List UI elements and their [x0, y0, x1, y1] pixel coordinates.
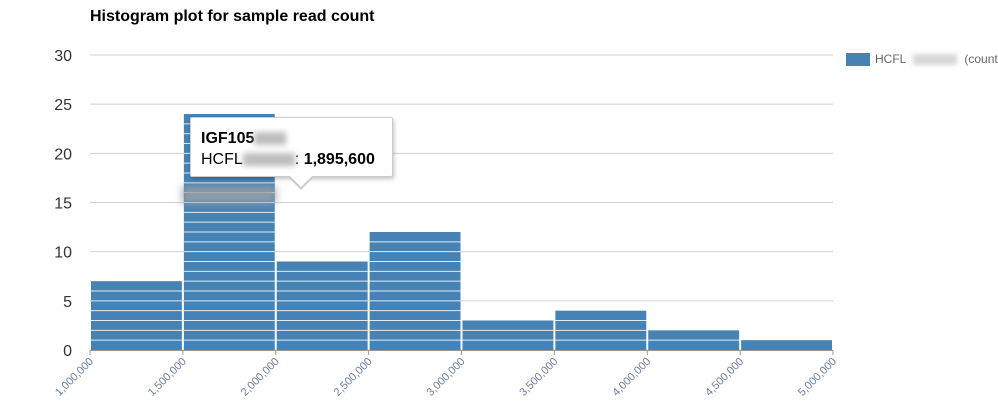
legend-series-prefix: HCFL: [875, 52, 907, 66]
y-tick-label: 15: [54, 196, 72, 213]
redacted-overlay: [182, 186, 276, 204]
bar-fill: [741, 340, 832, 350]
x-tick-label: 3,500,000: [517, 356, 560, 399]
x-axis-ticks: 1,000,000 1,500,000 2,000,000 2,500,000 3,00…: [53, 350, 839, 399]
histogram-bar[interactable]: [369, 232, 461, 350]
x-tick-label: 2,500,000: [332, 356, 375, 399]
tooltip-title: IGF105: [201, 130, 255, 147]
histogram-bars: [90, 114, 833, 351]
y-tick-label: 10: [54, 245, 72, 262]
y-tick-label: 25: [54, 97, 72, 114]
tooltip-pointer: [287, 175, 315, 190]
histogram-bar[interactable]: [555, 310, 647, 350]
x-tick-label: 1,500,000: [146, 356, 189, 399]
tooltip-separator: :: [294, 151, 300, 168]
redacted-text: [254, 132, 287, 146]
x-tick-label: 1,000,000: [53, 356, 96, 399]
bar-fill: [91, 281, 182, 350]
redacted-text: [242, 153, 295, 167]
histogram-bar[interactable]: [741, 340, 832, 350]
tooltip: IGF105 HCFL: 1,895,600: [190, 117, 393, 190]
redacted-text: [913, 53, 958, 65]
x-tick-label: 4,000,000: [610, 356, 653, 399]
y-tick-label: 5: [63, 294, 72, 311]
histogram-bar[interactable]: [276, 261, 368, 351]
y-tick-label: 20: [54, 146, 72, 163]
tooltip-value: 1,895,600: [303, 151, 375, 168]
legend-swatch: [846, 52, 870, 66]
y-tick-label: 0: [63, 343, 72, 360]
y-tick-label: 30: [54, 48, 72, 65]
bar-fill: [276, 261, 368, 350]
x-tick-label: 2,000,000: [239, 356, 282, 399]
chart-title: Histogram plot for sample read count: [90, 8, 375, 25]
histogram-bar[interactable]: [91, 281, 182, 350]
x-tick-label: 4,500,000: [703, 356, 746, 399]
bar-fill: [462, 320, 554, 350]
x-tick-label: 5,000,000: [796, 356, 839, 399]
x-tick-label: 3,000,000: [425, 356, 468, 399]
y-axis-ticks: 0 5 10 15 20 25 30: [54, 48, 72, 360]
histogram-bar[interactable]: [462, 320, 554, 351]
tooltip-series-prefix: HCFL: [201, 151, 243, 168]
legend[interactable]: HCFL (count): [846, 52, 998, 66]
legend-series-suffix: (count): [964, 52, 998, 66]
histogram-bar[interactable]: [648, 330, 740, 350]
